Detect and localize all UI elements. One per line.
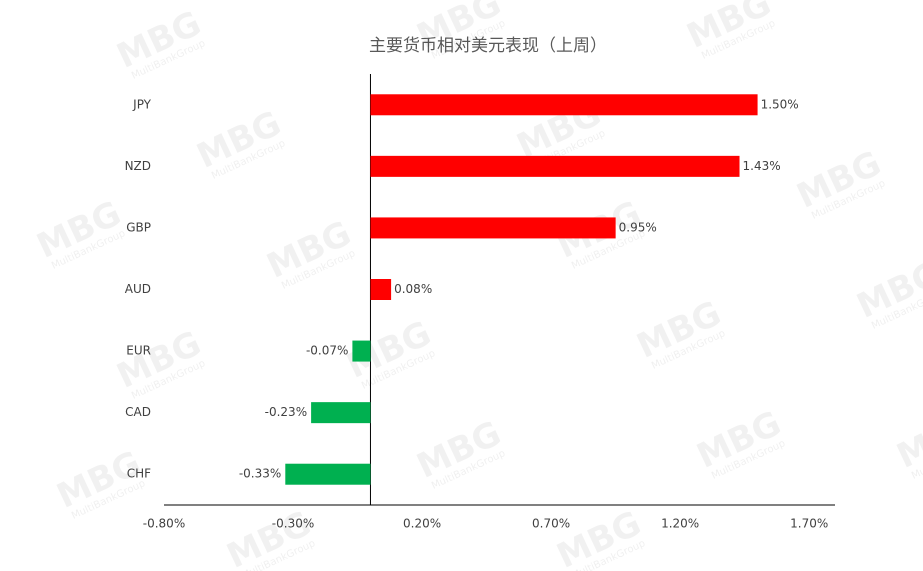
y-tick-label: AUD bbox=[125, 282, 151, 296]
bar bbox=[370, 94, 758, 116]
x-tick-label: 0.20% bbox=[403, 517, 441, 531]
bar bbox=[370, 217, 616, 239]
y-tick-label: GBP bbox=[126, 220, 151, 234]
value-label: 1.43% bbox=[743, 159, 781, 173]
chart-title: 主要货币相对美元表现（上周） bbox=[369, 36, 607, 56]
bar bbox=[370, 279, 392, 300]
bar bbox=[352, 340, 371, 362]
y-tick-label: CAD bbox=[125, 405, 151, 419]
bar bbox=[370, 155, 740, 177]
value-label: -0.07% bbox=[306, 344, 348, 358]
value-label: -0.33% bbox=[239, 467, 281, 481]
y-tick-label: JPY bbox=[132, 97, 152, 111]
y-tick-label: CHF bbox=[127, 467, 151, 481]
watermark-logo: MBG bbox=[891, 403, 923, 476]
x-tick-label: -0.80% bbox=[143, 517, 185, 531]
bar bbox=[311, 402, 371, 424]
y-tick-label: EUR bbox=[126, 344, 151, 358]
x-tick-label: -0.30% bbox=[272, 517, 314, 531]
x-tick-label: 0.70% bbox=[532, 517, 570, 531]
value-label: 0.95% bbox=[619, 220, 657, 234]
y-tick-label: NZD bbox=[125, 159, 151, 173]
value-label: 1.50% bbox=[761, 97, 799, 111]
value-label: 0.08% bbox=[394, 282, 432, 296]
x-tick-label: 1.70% bbox=[790, 517, 828, 531]
x-tick-label: 1.20% bbox=[661, 517, 699, 531]
bar bbox=[285, 463, 371, 485]
value-label: -0.23% bbox=[265, 405, 307, 419]
